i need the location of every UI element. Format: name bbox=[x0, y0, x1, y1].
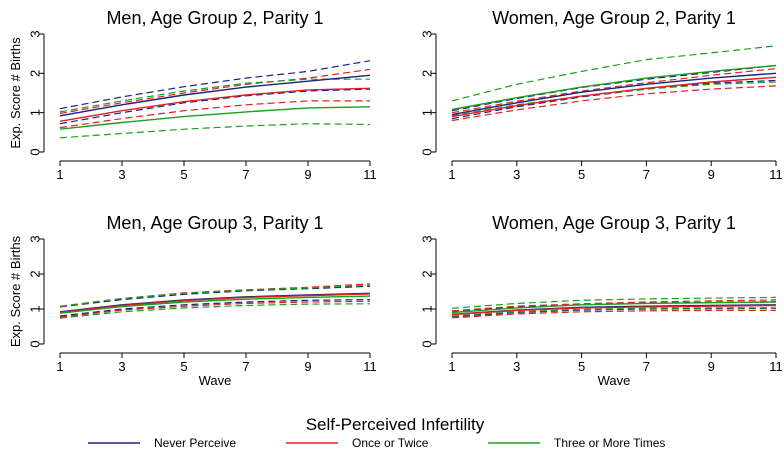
y-tick-label: 2 bbox=[27, 70, 42, 77]
x-tick-label: 3 bbox=[513, 359, 520, 374]
series-estimate-line bbox=[60, 293, 370, 312]
x-tick-label: 5 bbox=[578, 167, 585, 182]
x-tick-label: 5 bbox=[180, 167, 187, 182]
y-tick-label: 3 bbox=[419, 30, 434, 37]
x-tick-label: 9 bbox=[304, 167, 311, 182]
panel-2: Women, Age Group 2, Parity 1 0 1 2 3 1 3 5 7 9 11 bbox=[419, 8, 782, 182]
y-axis-label: Exp. Score # Births bbox=[8, 37, 23, 149]
y-tick-label: 3 bbox=[27, 235, 42, 242]
x-tick-label: 9 bbox=[304, 359, 311, 374]
x-tick-label: 7 bbox=[242, 167, 249, 182]
panel-1: Men, Age Group 2, Parity 1 0 1 2 3 1 3 5 7 9 11 Exp… bbox=[8, 8, 377, 182]
y-tick-label: 1 bbox=[27, 109, 42, 116]
y-tick-label: 0 bbox=[27, 148, 42, 155]
panel-title: Women, Age Group 2, Parity 1 bbox=[492, 8, 736, 28]
y-tick-label: 1 bbox=[419, 305, 434, 312]
y-tick-label: 3 bbox=[27, 30, 42, 37]
panel-title: Men, Age Group 3, Parity 1 bbox=[106, 213, 323, 233]
x-tick-label: 5 bbox=[578, 359, 585, 374]
x-tick-label: 9 bbox=[708, 359, 715, 374]
y-axis-label: Exp. Score # Births bbox=[8, 235, 23, 347]
x-tick-label: 3 bbox=[118, 167, 125, 182]
series-lower-ci-line bbox=[60, 89, 370, 124]
series-estimate-line bbox=[452, 66, 776, 110]
x-tick-label: 5 bbox=[180, 359, 187, 374]
panel-3: Men, Age Group 3, Parity 1 0 1 2 3 1 3 5 7 9 11 Exp… bbox=[8, 213, 377, 388]
legend-label: Once or Twice bbox=[352, 436, 429, 450]
y-tick-label: 3 bbox=[419, 235, 434, 242]
y-tick-label: 0 bbox=[419, 340, 434, 347]
y-tick-label: 0 bbox=[27, 340, 42, 347]
x-tick-label: 3 bbox=[513, 167, 520, 182]
x-tick-label: 1 bbox=[448, 167, 455, 182]
panel-title: Men, Age Group 2, Parity 1 bbox=[106, 8, 323, 28]
x-tick-label: 11 bbox=[363, 359, 377, 374]
panel-4: Women, Age Group 3, Parity 1 0 1 2 3 1 3 5 7 9 11 W… bbox=[419, 213, 782, 388]
series-estimate-line bbox=[60, 75, 370, 116]
x-tick-label: 1 bbox=[448, 359, 455, 374]
x-axis-label: Wave bbox=[199, 373, 232, 388]
y-tick-label: 2 bbox=[419, 70, 434, 77]
panel-title: Women, Age Group 3, Parity 1 bbox=[492, 213, 736, 233]
legend: Self-Perceived Infertility Never Perceiv… bbox=[88, 415, 665, 450]
y-tick-label: 1 bbox=[27, 305, 42, 312]
series-lower-ci-line bbox=[60, 124, 370, 138]
x-tick-label: 7 bbox=[242, 359, 249, 374]
x-tick-label: 11 bbox=[363, 167, 377, 182]
legend-label: Three or More Times bbox=[554, 436, 665, 450]
x-tick-label: 9 bbox=[708, 167, 715, 182]
x-tick-label: 7 bbox=[643, 359, 650, 374]
x-tick-label: 1 bbox=[56, 359, 63, 374]
legend-items: Never Perceive Once or Twice Three or More… bbox=[88, 436, 665, 450]
x-tick-label: 7 bbox=[643, 167, 650, 182]
series-lower-ci-line bbox=[452, 82, 776, 116]
series-estimate-line bbox=[60, 107, 370, 129]
series-lower-ci-line bbox=[452, 86, 776, 121]
x-tick-label: 1 bbox=[56, 167, 63, 182]
y-tick-label: 2 bbox=[27, 270, 42, 277]
x-tick-label: 3 bbox=[118, 359, 125, 374]
y-tick-label: 0 bbox=[419, 148, 434, 155]
y-tick-label: 2 bbox=[419, 270, 434, 277]
y-tick-label: 1 bbox=[419, 109, 434, 116]
legend-label: Never Perceive bbox=[154, 436, 236, 450]
series-estimate-line bbox=[60, 88, 370, 121]
x-tick-label: 11 bbox=[769, 167, 783, 182]
x-axis-label: Wave bbox=[598, 373, 631, 388]
x-tick-label: 11 bbox=[769, 359, 783, 374]
legend-title: Self-Perceived Infertility bbox=[306, 415, 485, 434]
